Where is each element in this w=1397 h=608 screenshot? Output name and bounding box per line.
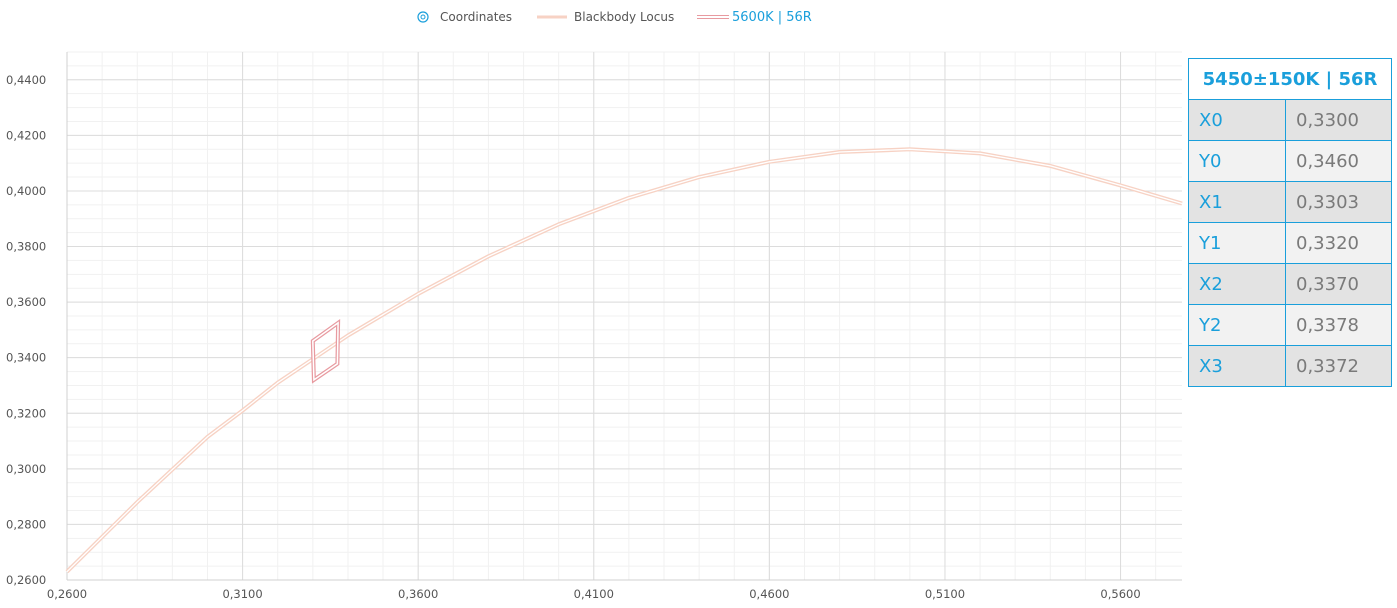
table-row: Y1 0,3320: [1188, 222, 1392, 264]
legend-item-5600k[interactable]: 5600K | 56R: [697, 10, 812, 25]
legend-item-blackbody-locus[interactable]: Blackbody Locus: [537, 10, 674, 24]
y-tick-label: 0,4400: [6, 73, 46, 87]
table-value: 0,3378: [1285, 304, 1392, 346]
table-value: 0,3320: [1285, 222, 1392, 264]
table-row: X2 0,3370: [1188, 263, 1392, 305]
table-key: Y1: [1188, 222, 1286, 264]
y-tick-label: 0,3000: [6, 462, 46, 476]
table-key: X3: [1188, 345, 1286, 387]
table-key: Y0: [1188, 140, 1286, 182]
table-value: 0,3300: [1285, 99, 1392, 141]
x-tick-label: 0,5100: [925, 587, 965, 601]
circle-marker-icon: [417, 11, 429, 23]
chart-legend: Coordinates Blackbody Locus 5600K | 56R: [417, 10, 812, 25]
table-row: Y2 0,3378: [1188, 304, 1392, 346]
chart-series: [65, 147, 1183, 574]
table-row: X1 0,3303: [1188, 181, 1392, 223]
y-tick-label: 0,3800: [6, 240, 46, 254]
y-tick-label: 0,4200: [6, 128, 46, 142]
x-tick-label: 0,4100: [574, 587, 614, 601]
legend-item-coordinates[interactable]: Coordinates: [417, 10, 512, 24]
table-key: X0: [1188, 99, 1286, 141]
legend-label-blackbody-locus: Blackbody Locus: [574, 10, 674, 24]
circle-marker-dot: [420, 14, 426, 20]
table-row: X0 0,3300: [1188, 99, 1392, 141]
legend-label-5600k: 5600K | 56R: [732, 10, 812, 25]
y-tick-label: 0,3200: [6, 406, 46, 420]
chart-grid: [66, 51, 1182, 581]
x-tick-label: 0,3600: [398, 587, 438, 601]
x-tick-label: 0,5600: [1100, 587, 1140, 601]
table-row: X3 0,3372: [1188, 345, 1392, 387]
table-key: Y2: [1188, 304, 1286, 346]
table-key: X2: [1188, 263, 1286, 305]
x-tick-label: 0,3100: [222, 587, 262, 601]
y-tick-label: 0,2800: [6, 517, 46, 531]
blackbody-locus-line-inner: [66, 148, 1183, 573]
y-tick-label: 0,3600: [6, 295, 46, 309]
legend-label-coordinates: Coordinates: [440, 10, 512, 24]
y-tick-label: 0,2600: [6, 573, 46, 587]
x-tick-label: 0,4600: [749, 587, 789, 601]
table-value: 0,3370: [1285, 263, 1392, 305]
table-value: 0,3303: [1285, 181, 1392, 223]
chart-axes: 0,2600 0,3100 0,3600 0,4100 0,4600 0,5100 0,56…: [6, 52, 1182, 601]
y-tick-label: 0,3400: [6, 351, 46, 365]
y-tick-label: 0,4000: [6, 184, 46, 198]
table-row: Y0 0,3460: [1188, 140, 1392, 182]
spec-table-header-row: 5450±150K | 56R: [1188, 58, 1392, 100]
table-value: 0,3460: [1285, 140, 1392, 182]
x-tick-label: 0,2600: [47, 587, 87, 601]
table-key: X1: [1188, 181, 1286, 223]
spec-table: 5450±150K | 56R X0 0,3300 Y0 0,3460 X1 0…: [1188, 58, 1392, 387]
table-value: 0,3372: [1285, 345, 1392, 387]
spec-table-title: 5450±150K | 56R: [1188, 58, 1392, 100]
